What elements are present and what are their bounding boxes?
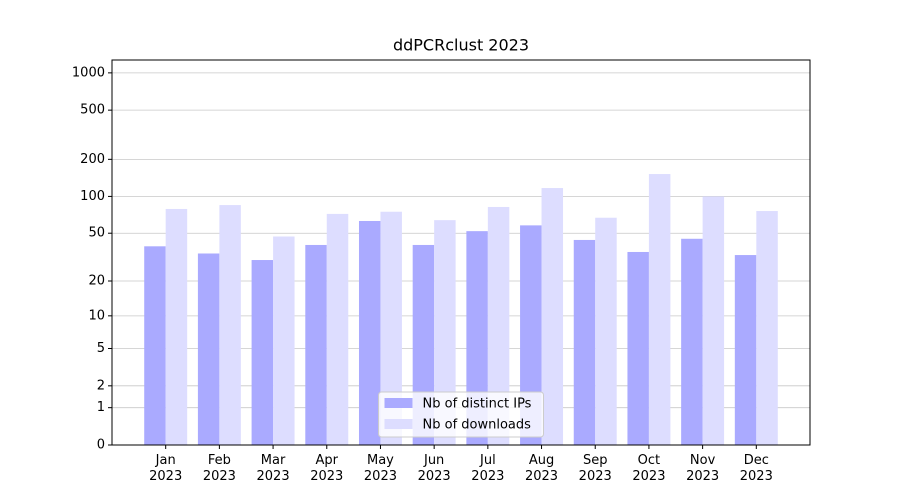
bar [648, 174, 671, 445]
y-tick-label: 50 [88, 226, 105, 241]
bar [681, 238, 703, 445]
bar [487, 206, 510, 445]
bar [520, 225, 542, 445]
bar [251, 260, 274, 445]
y-tick-label: 1 [97, 400, 105, 415]
bar [756, 211, 778, 445]
chart-title: ddPCRclust 2023 [393, 36, 529, 55]
bar [702, 196, 725, 445]
bar [434, 220, 456, 445]
bar [573, 239, 596, 445]
y-tick-label: 100 [80, 189, 105, 204]
legend-box [378, 391, 544, 438]
x-tick-label: Jul 2023 [471, 453, 505, 484]
y-tick-label: 10 [88, 308, 105, 323]
legend-label: Nb of distinct IPs [423, 397, 532, 412]
legend: Nb of distinct IPs Nb of downloads [378, 391, 544, 438]
x-tick-label: Mar 2023 [256, 453, 290, 484]
bar [541, 188, 564, 445]
x-tick-label: Oct 2023 [632, 453, 666, 484]
x-tick-label: May 2023 [363, 453, 397, 484]
bar [273, 236, 295, 445]
bar [165, 208, 188, 445]
x-tick-label: Feb 2023 [202, 453, 236, 484]
x-tick-label: Sep 2023 [578, 453, 612, 484]
legend-swatch [384, 419, 413, 429]
x-tick-label: Dec 2023 [739, 453, 773, 484]
plot-frame [111, 59, 811, 446]
y-tick-label: 20 [88, 274, 105, 289]
bar [380, 211, 402, 445]
bar [326, 213, 349, 445]
bar [627, 251, 649, 445]
bar [144, 246, 166, 445]
y-tick-label: 200 [80, 152, 105, 167]
x-tick-label: Apr 2023 [310, 453, 344, 484]
x-tick-label: Jun 2023 [417, 453, 451, 484]
legend-label: Nb of downloads [423, 418, 532, 433]
x-tick-label: Nov 2023 [686, 453, 720, 484]
bar [305, 244, 327, 445]
bar [219, 205, 241, 445]
bar [197, 253, 220, 445]
bar [595, 217, 617, 445]
y-tick-label: 5 [97, 341, 105, 356]
bar [358, 220, 381, 445]
legend-swatch [384, 398, 413, 408]
y-tick-label: 0 [97, 438, 105, 453]
y-tick-label: 2 [97, 378, 105, 393]
x-tick-label: Aug 2023 [524, 453, 559, 484]
bar [734, 255, 757, 445]
x-tick-label: Jan 2023 [149, 453, 183, 484]
y-tick-label: 500 [80, 103, 105, 118]
y-tick-label: 1000 [72, 65, 105, 80]
